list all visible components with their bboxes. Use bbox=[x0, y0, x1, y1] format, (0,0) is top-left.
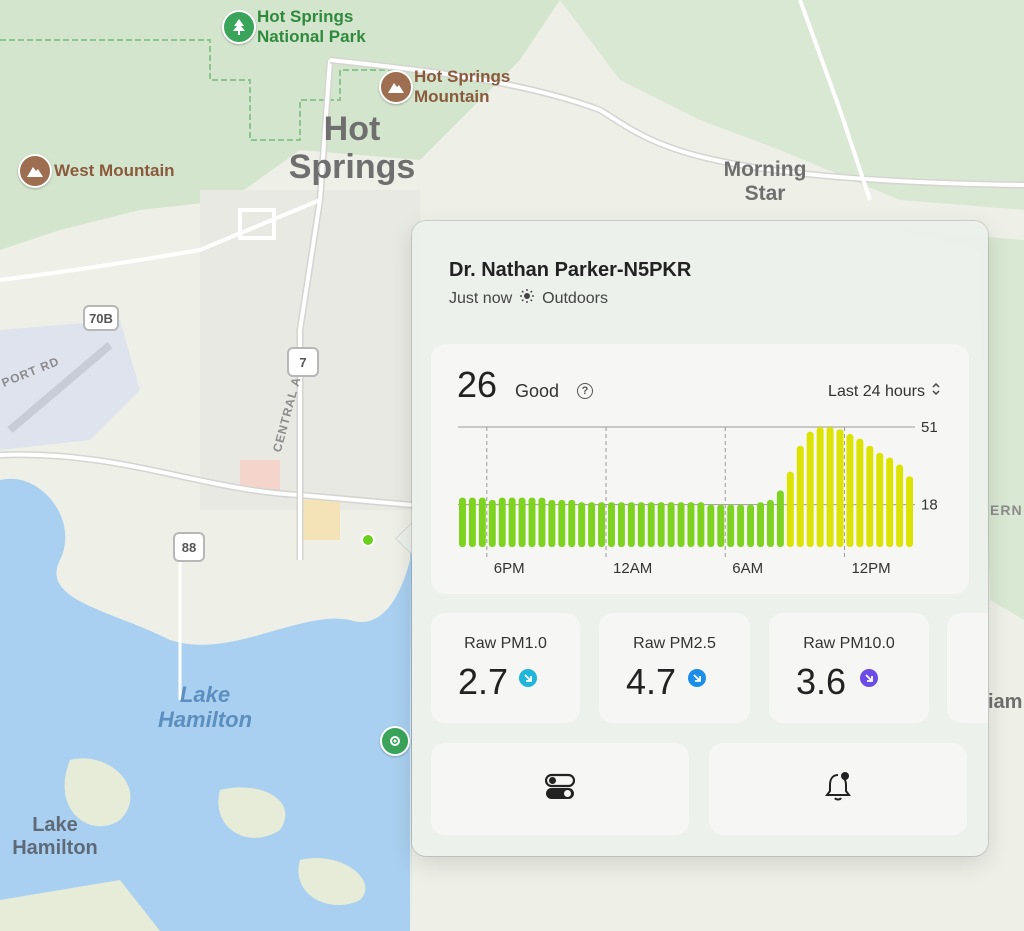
mountain-icon[interactable] bbox=[18, 154, 52, 188]
chart-bar[interactable] bbox=[637, 502, 645, 547]
gear-icon[interactable] bbox=[380, 726, 410, 756]
aqi-value: 26 bbox=[457, 364, 498, 405]
location-type: Outdoors bbox=[542, 289, 608, 307]
chart-bar[interactable] bbox=[866, 445, 874, 547]
chart-bar[interactable] bbox=[498, 497, 506, 547]
sun-icon bbox=[520, 289, 535, 308]
chart-bar[interactable] bbox=[677, 502, 685, 547]
x-tick-label: 6PM bbox=[494, 560, 525, 577]
chart-bar[interactable] bbox=[846, 434, 854, 547]
route-shield: 7 bbox=[287, 347, 319, 377]
aqi-category: Good bbox=[515, 381, 560, 401]
town-label-lake-hamilton: Lake Hamilton bbox=[12, 814, 98, 859]
chart-bar[interactable] bbox=[568, 499, 576, 547]
x-tick-label: 12AM bbox=[613, 560, 652, 577]
edge-label: ERN bbox=[990, 502, 1023, 518]
chart-bar[interactable] bbox=[826, 427, 834, 547]
park-tree-icon[interactable] bbox=[222, 10, 256, 44]
x-tick-label: 6AM bbox=[732, 560, 763, 577]
chart-bar[interactable] bbox=[518, 497, 526, 547]
chart-bar[interactable] bbox=[598, 502, 606, 547]
chart-bar[interactable] bbox=[528, 497, 536, 547]
route-shield: 70B bbox=[83, 305, 119, 331]
aqi-history-chart: 51 18 6PM 12AM 6AM 12PM bbox=[458, 419, 938, 577]
chart-bar[interactable] bbox=[468, 497, 476, 547]
sensor-subtitle: Just now Outdoors bbox=[449, 289, 608, 308]
town-label-morning-star: Morning Star bbox=[723, 158, 807, 205]
chart-bar[interactable] bbox=[538, 497, 546, 547]
hot-springs-mountain-label[interactable]: Hot Springs Mountain bbox=[414, 67, 511, 106]
toggle-icon bbox=[544, 773, 576, 806]
help-icon[interactable]: ? bbox=[577, 383, 593, 399]
chart-bar[interactable] bbox=[786, 471, 794, 547]
y-tick-label: 18 bbox=[921, 497, 938, 514]
chart-bar[interactable] bbox=[558, 499, 566, 547]
chart-bar[interactable] bbox=[816, 427, 824, 547]
time-text: Just now bbox=[449, 289, 513, 307]
chart-bar[interactable] bbox=[856, 438, 864, 547]
stat-value: 4.7 bbox=[626, 661, 677, 702]
chart-bar[interactable] bbox=[796, 445, 804, 547]
chart-bar[interactable] bbox=[548, 499, 556, 547]
alerts-button[interactable] bbox=[709, 743, 967, 835]
chart-bar[interactable] bbox=[608, 502, 615, 547]
national-park-label[interactable]: Hot Springs National Park bbox=[257, 7, 366, 46]
chart-bar[interactable] bbox=[697, 502, 705, 547]
stat-label: Raw PM2.5 bbox=[633, 635, 716, 652]
chart-bar[interactable] bbox=[657, 502, 665, 547]
sensor-popover: Dr. Nathan Parker-N5PKR Just now Outdoor… bbox=[412, 221, 988, 856]
chart-bar[interactable] bbox=[757, 502, 764, 547]
arrow-down-right-icon bbox=[519, 669, 537, 687]
chart-bar[interactable] bbox=[588, 502, 596, 547]
chart-bar[interactable] bbox=[876, 452, 884, 547]
stat-value: 3.6 bbox=[796, 661, 847, 702]
lake-label: Lake Hamilton bbox=[157, 682, 253, 732]
chart-bar[interactable] bbox=[906, 476, 913, 547]
chart-bar[interactable] bbox=[896, 464, 904, 547]
display-settings-button[interactable] bbox=[431, 743, 689, 835]
chevron-updown-icon bbox=[931, 382, 941, 401]
chart-bar[interactable] bbox=[459, 497, 466, 547]
chart-bar[interactable] bbox=[806, 431, 814, 547]
range-label: Last 24 hours bbox=[828, 382, 925, 400]
city-label: Hot Springs bbox=[288, 110, 416, 186]
arrow-down-right-icon bbox=[860, 669, 878, 687]
chart-bar[interactable] bbox=[478, 497, 486, 547]
stat-label: Raw PM10.0 bbox=[803, 635, 895, 652]
chart-bar[interactable] bbox=[647, 502, 655, 547]
aqi-panel: 26 Good ? Last 24 hours 51 18 6PM 12AM 6AM 12… bbox=[431, 344, 969, 594]
route-shield: 88 bbox=[173, 532, 205, 562]
chart-bar[interactable] bbox=[488, 499, 496, 547]
chart-bar[interactable] bbox=[717, 504, 725, 547]
chart-bar[interactable] bbox=[578, 502, 586, 547]
arrow-down-right-icon bbox=[688, 669, 706, 687]
chart-bar[interactable] bbox=[727, 504, 735, 547]
chart-bar[interactable] bbox=[627, 502, 635, 547]
x-tick-label: 12PM bbox=[851, 560, 890, 577]
bell-icon bbox=[823, 771, 853, 808]
range-selector[interactable]: Last 24 hours bbox=[828, 382, 941, 401]
stat-card-pm10[interactable]: Raw PM10.0 3.6 bbox=[769, 613, 929, 723]
sensor-title: Dr. Nathan Parker-N5PKR bbox=[449, 259, 692, 281]
chart-bar[interactable] bbox=[747, 504, 755, 547]
chart-bar[interactable] bbox=[836, 429, 844, 547]
stat-card-partial[interactable] bbox=[947, 613, 988, 723]
chart-bar[interactable] bbox=[737, 504, 745, 547]
mountain-icon[interactable] bbox=[379, 70, 413, 104]
chart-bar[interactable] bbox=[617, 502, 625, 547]
stat-value: 2.7 bbox=[458, 661, 509, 702]
chart-bar[interactable] bbox=[766, 499, 774, 547]
chart-bar[interactable] bbox=[707, 504, 715, 547]
chart-bar[interactable] bbox=[687, 502, 695, 547]
stat-card-pm1[interactable]: Raw PM1.0 2.7 bbox=[431, 613, 580, 723]
chart-bar[interactable] bbox=[667, 502, 675, 547]
stat-label: Raw PM1.0 bbox=[464, 635, 547, 652]
edge-label: iam bbox=[988, 691, 1023, 713]
chart-bar[interactable] bbox=[508, 497, 516, 547]
west-mountain-label[interactable]: West Mountain bbox=[54, 161, 175, 180]
stat-card-pm25[interactable]: Raw PM2.5 4.7 bbox=[599, 613, 750, 723]
chart-bar[interactable] bbox=[776, 490, 784, 547]
chart-bar[interactable] bbox=[886, 457, 894, 547]
y-tick-label: 51 bbox=[921, 419, 938, 436]
